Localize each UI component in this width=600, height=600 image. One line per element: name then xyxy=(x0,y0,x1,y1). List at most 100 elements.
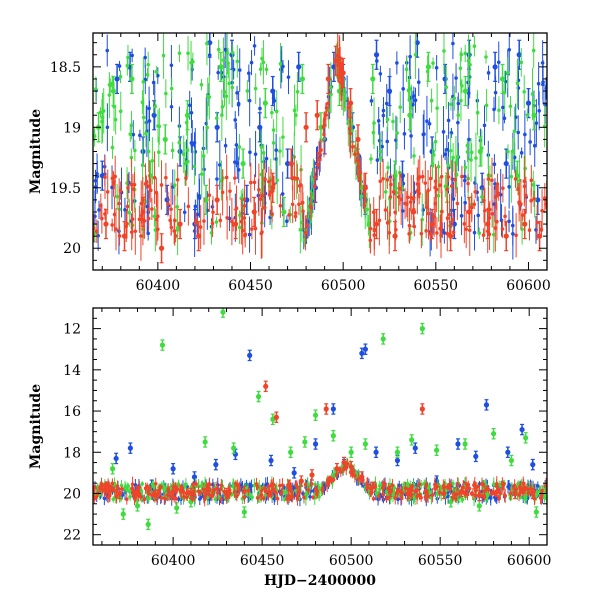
noise-point xyxy=(438,226,442,231)
noise-point xyxy=(483,489,487,494)
noise-point xyxy=(385,221,390,225)
noise-point xyxy=(313,482,317,487)
noise-point xyxy=(205,125,209,130)
y-tick-label: 18 xyxy=(63,445,81,461)
data-point xyxy=(147,173,154,179)
noise-point xyxy=(530,92,535,96)
data-point xyxy=(247,352,253,358)
noise-point xyxy=(260,193,265,198)
noise-point xyxy=(138,133,142,138)
data-point xyxy=(455,441,461,447)
noise-point xyxy=(261,496,266,501)
noise-point xyxy=(129,230,134,234)
noise-point xyxy=(152,175,157,180)
noise-point xyxy=(412,154,416,158)
noise-point xyxy=(493,226,498,230)
noise-point xyxy=(415,494,419,499)
data-point xyxy=(423,488,429,495)
noise-point xyxy=(497,108,501,113)
noise-point xyxy=(250,227,254,231)
noise-point xyxy=(216,47,221,52)
noise-point xyxy=(297,491,301,495)
noise-point xyxy=(249,180,253,185)
noise-point xyxy=(233,118,238,122)
data-point xyxy=(392,233,398,239)
noise-point xyxy=(303,231,308,235)
noise-point xyxy=(347,126,352,131)
noise-point xyxy=(125,485,129,489)
data-point xyxy=(309,472,315,478)
noise-point xyxy=(488,173,492,178)
noise-point xyxy=(207,95,212,99)
noise-point xyxy=(250,495,254,500)
data-point xyxy=(113,455,119,462)
noise-point xyxy=(220,105,225,109)
noise-point xyxy=(152,214,157,219)
noise-point xyxy=(248,150,252,155)
noise-point xyxy=(448,486,453,491)
data-point xyxy=(522,221,528,227)
noise-point xyxy=(475,110,480,115)
noise-point xyxy=(519,151,524,155)
noise-point xyxy=(413,52,418,57)
noise-point xyxy=(430,493,435,497)
noise-point xyxy=(146,216,151,221)
plot-frame xyxy=(92,307,548,546)
y-tick-label: 16 xyxy=(63,404,81,420)
noise-point xyxy=(193,204,198,209)
noise-point xyxy=(252,180,257,185)
noise-point xyxy=(415,182,420,186)
noise-point xyxy=(237,487,241,492)
data-point xyxy=(177,221,183,227)
noise-point xyxy=(477,231,482,235)
noise-point xyxy=(378,72,383,76)
noise-point xyxy=(154,70,159,74)
data-point xyxy=(362,185,368,191)
noise-point xyxy=(262,205,267,210)
data-point xyxy=(536,233,543,239)
data-point xyxy=(174,505,180,511)
noise-point xyxy=(490,178,494,183)
noise-point xyxy=(459,214,464,218)
noise-point xyxy=(540,61,545,65)
noise-point xyxy=(503,214,507,219)
noise-point xyxy=(322,117,327,121)
data-point xyxy=(196,233,202,239)
noise-point xyxy=(186,51,190,56)
noise-point xyxy=(445,187,450,192)
noise-point xyxy=(161,53,166,58)
data-point xyxy=(284,160,291,167)
noise-point xyxy=(118,74,123,79)
data-point xyxy=(170,488,176,495)
noise-point xyxy=(447,212,452,217)
noise-point xyxy=(110,145,115,150)
noise-point xyxy=(496,191,501,196)
data-point xyxy=(519,426,525,433)
noise-point xyxy=(184,491,189,496)
noise-point xyxy=(175,228,180,232)
noise-point xyxy=(213,497,218,502)
noise-point xyxy=(146,62,150,67)
noise-point xyxy=(127,210,132,215)
noise-point xyxy=(234,494,239,498)
noise-point xyxy=(220,190,225,195)
noise-point xyxy=(507,47,512,52)
noise-point xyxy=(132,496,137,500)
noise-point xyxy=(297,202,301,207)
noise-point xyxy=(159,496,164,500)
noise-point xyxy=(433,486,437,491)
noise-point xyxy=(100,487,104,491)
noise-point xyxy=(431,153,436,157)
noise-point xyxy=(357,176,362,180)
noise-point xyxy=(115,484,120,489)
noise-point xyxy=(303,482,308,487)
noise-point xyxy=(405,481,410,486)
noise-point xyxy=(235,91,239,95)
noise-point xyxy=(521,490,525,495)
noise-point xyxy=(501,105,505,110)
noise-point xyxy=(267,193,272,197)
noise-point xyxy=(410,484,415,488)
y-tick-label: 20 xyxy=(63,241,81,257)
plot-area xyxy=(93,33,547,264)
noise-point xyxy=(269,492,274,496)
